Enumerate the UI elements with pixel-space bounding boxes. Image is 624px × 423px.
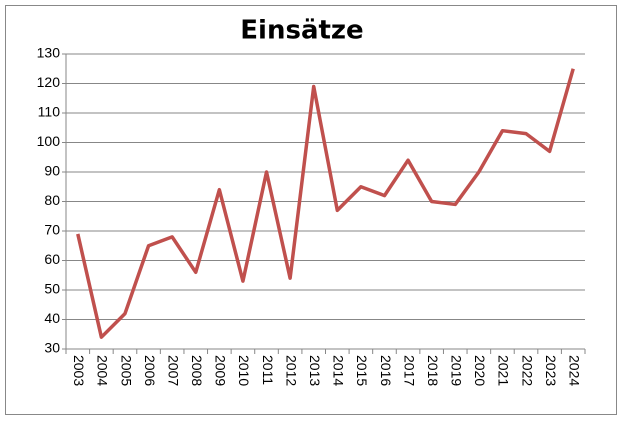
x-tick-label: 2010 — [236, 355, 252, 386]
data-line — [76, 68, 575, 339]
x-tick-label: 2009 — [213, 355, 229, 386]
x-tick-label: 2023 — [543, 355, 559, 386]
x-tick-label: 2015 — [354, 355, 370, 386]
y-tick-label: 90 — [44, 163, 60, 179]
y-tick-label: 80 — [44, 192, 60, 208]
x-tick-label: 2020 — [472, 355, 488, 386]
x-tick-label: 2008 — [189, 355, 205, 386]
x-tick-label: 2013 — [307, 355, 323, 386]
y-tick-label: 100 — [37, 133, 61, 149]
x-tick-label: 2006 — [142, 355, 158, 386]
x-tick-label: 2016 — [378, 355, 394, 386]
x-tick-label: 2012 — [283, 355, 299, 386]
y-tick-label: 130 — [37, 45, 61, 61]
y-tick-label: 50 — [44, 281, 60, 297]
x-tick-label: 2024 — [567, 355, 583, 386]
x-tick-label: 2017 — [401, 355, 417, 386]
x-tick-label: 2022 — [519, 355, 535, 386]
y-tick-label: 40 — [44, 310, 60, 326]
x-tick-label: 2014 — [331, 355, 347, 386]
x-tick-label: 2004 — [95, 355, 111, 386]
x-tick-label: 2005 — [118, 355, 134, 386]
chart-title: Einsätze — [240, 16, 363, 46]
x-tick-label: 2018 — [425, 355, 441, 386]
x-tick-label: 2011 — [260, 355, 276, 385]
x-tick-label: 2007 — [165, 355, 181, 386]
y-tick-label: 30 — [44, 340, 60, 356]
x-tick-label: 2021 — [496, 355, 512, 386]
y-tick-label: 110 — [38, 104, 61, 120]
x-tick-label: 2019 — [449, 355, 465, 386]
y-tick-label: 120 — [37, 74, 61, 90]
chart-border — [5, 5, 617, 415]
y-tick-label: 60 — [44, 251, 60, 267]
x-tick-label: 2003 — [71, 355, 87, 386]
y-tick-label: 70 — [44, 222, 60, 238]
